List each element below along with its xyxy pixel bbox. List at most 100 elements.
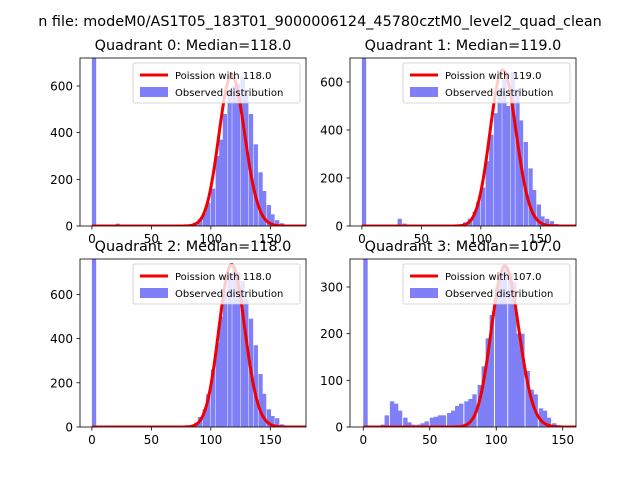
x-tick-label: 50 bbox=[144, 232, 159, 246]
legend-label-poisson: Poission with 107.0 bbox=[445, 272, 541, 283]
hist-bar bbox=[480, 187, 486, 226]
y-tick-label: 200 bbox=[50, 376, 73, 390]
x-tick-label: 0 bbox=[88, 232, 96, 246]
hist-bar bbox=[505, 106, 511, 226]
hist-bar bbox=[464, 401, 469, 427]
x-tick-label: 150 bbox=[529, 232, 552, 246]
hist-bar bbox=[498, 273, 504, 427]
legend-label-observed: Observed distribution bbox=[445, 88, 553, 99]
hist-bar bbox=[493, 113, 499, 226]
hist-bar bbox=[481, 366, 486, 427]
y-tick-label: 0 bbox=[335, 421, 343, 435]
legend-hist-swatch bbox=[410, 288, 438, 298]
x-tick-label: 150 bbox=[551, 433, 574, 447]
quadrant-panel-3: 0 50 100 150 0 100 200 300 Poission with 107.0 Ob… bbox=[320, 239, 577, 447]
axes-frame bbox=[79, 258, 307, 428]
quadrant-panel-0: 0 50 100 150 0 200 400 600 Poission with 118.0 Ob… bbox=[50, 38, 307, 246]
x-tick-label: 50 bbox=[414, 232, 429, 246]
x-tick-label: 150 bbox=[259, 433, 282, 447]
hist-bar bbox=[497, 91, 502, 226]
hist-bar bbox=[361, 58, 367, 226]
hist-bar bbox=[363, 259, 368, 427]
hist-bar bbox=[253, 345, 258, 427]
hist-bar bbox=[476, 202, 481, 226]
legend-hist-swatch bbox=[140, 87, 168, 97]
y-tick-label: 400 bbox=[50, 126, 73, 140]
legend-label-observed: Observed distribution bbox=[445, 289, 553, 300]
hist-bar bbox=[489, 134, 494, 226]
hist-bar bbox=[261, 393, 267, 427]
hist-bar bbox=[455, 406, 460, 427]
hist-bar bbox=[468, 399, 473, 427]
y-tick-label: 0 bbox=[65, 220, 73, 234]
y-tick-label: 400 bbox=[320, 124, 343, 138]
hist-bar bbox=[215, 156, 220, 226]
hist-bar bbox=[227, 90, 232, 226]
y-tick-label: 600 bbox=[50, 80, 73, 94]
hist-bar bbox=[403, 417, 408, 427]
x-tick-label: 0 bbox=[359, 433, 367, 447]
hist-bar bbox=[437, 415, 443, 427]
hist-bar bbox=[240, 76, 245, 226]
hist-bar bbox=[477, 385, 483, 427]
hist-bar bbox=[202, 213, 207, 226]
hist-bar bbox=[235, 272, 241, 427]
x-tick-label: 0 bbox=[88, 433, 96, 447]
hist-bar bbox=[210, 369, 216, 427]
hist-bar bbox=[447, 413, 452, 427]
x-tick-label: 0 bbox=[358, 232, 366, 246]
y-tick-label: 200 bbox=[320, 172, 343, 186]
hist-bar bbox=[516, 333, 521, 427]
hist-bar bbox=[525, 371, 530, 427]
hist-bar bbox=[232, 267, 237, 427]
panel-title: Quadrant 1: Median=119.0 bbox=[365, 38, 562, 54]
hist-bar bbox=[384, 415, 389, 427]
hist-bar bbox=[546, 417, 552, 427]
hist-bar bbox=[494, 287, 500, 427]
hist-bar bbox=[502, 79, 507, 226]
axes-frame bbox=[79, 57, 307, 227]
hist-bar bbox=[459, 403, 464, 427]
hist-bar bbox=[266, 409, 272, 427]
poisson-curve bbox=[91, 263, 306, 427]
legend-label-observed: Observed distribution bbox=[175, 88, 283, 99]
y-tick-label: 0 bbox=[65, 421, 73, 435]
hist-bar bbox=[512, 282, 517, 427]
hist-bar bbox=[549, 221, 555, 226]
hist-bar bbox=[545, 218, 550, 226]
hist-bar bbox=[244, 298, 249, 427]
plot-area bbox=[91, 58, 306, 226]
hist-bar bbox=[222, 294, 228, 427]
hist-bar bbox=[397, 218, 402, 226]
y-tick-label: 300 bbox=[320, 281, 343, 295]
hist-bar bbox=[219, 316, 224, 427]
x-tick-label: 100 bbox=[469, 232, 492, 246]
legend-hist-swatch bbox=[140, 288, 168, 298]
hist-bar bbox=[227, 274, 232, 427]
plot-area bbox=[91, 259, 306, 427]
legend-label-observed: Observed distribution bbox=[175, 289, 283, 300]
plot-area bbox=[363, 259, 576, 427]
hist-bar bbox=[441, 415, 447, 427]
legend-box bbox=[402, 263, 571, 305]
hist-bar bbox=[536, 204, 542, 226]
hist-bar bbox=[393, 403, 399, 427]
hist-bar bbox=[538, 408, 544, 427]
hist-bar bbox=[515, 89, 520, 226]
x-tick-label: 100 bbox=[199, 232, 222, 246]
poisson-curve bbox=[361, 68, 576, 226]
hist-bar bbox=[222, 114, 228, 226]
hist-bar bbox=[520, 333, 525, 427]
panel-title: Quadrant 2: Median=118.0 bbox=[95, 239, 292, 255]
legend-label-poisson: Poission with 118.0 bbox=[175, 71, 271, 82]
panel-title: Quadrant 0: Median=118.0 bbox=[95, 38, 292, 54]
y-tick-label: 600 bbox=[50, 288, 73, 302]
hist-bar bbox=[253, 144, 258, 226]
hist-bar bbox=[275, 418, 280, 427]
hist-bar bbox=[510, 72, 515, 226]
hist-bar bbox=[472, 394, 477, 427]
hist-bar bbox=[206, 393, 211, 427]
hist-bar bbox=[485, 161, 490, 226]
plot-area bbox=[361, 58, 576, 226]
